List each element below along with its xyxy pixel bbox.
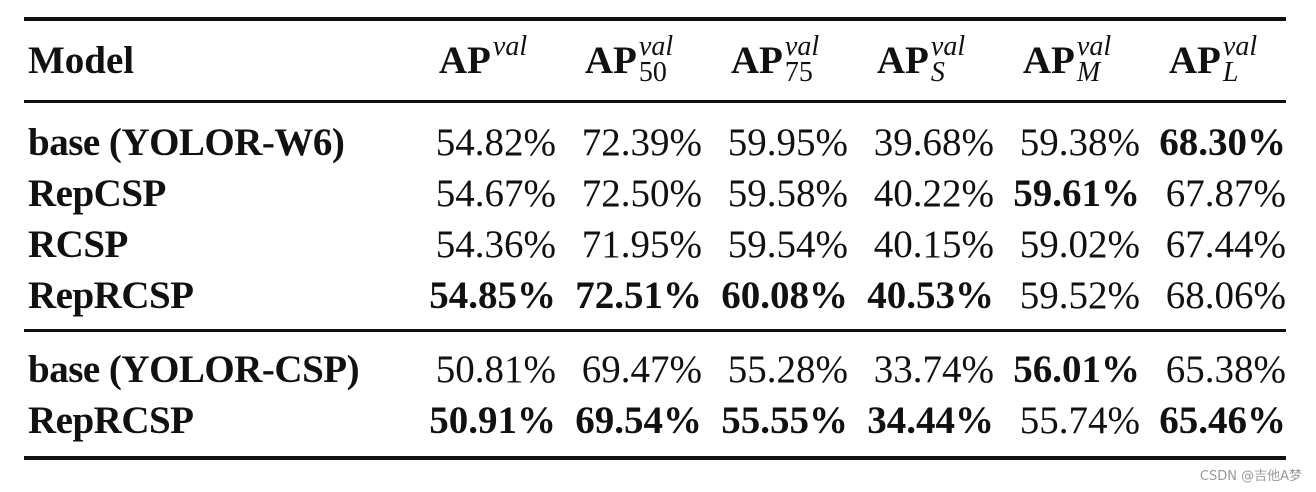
metric-value: 68.30% <box>1159 120 1286 164</box>
metric-value: 40.53% <box>867 273 994 317</box>
metric-subscript-space <box>493 60 527 86</box>
metric-value: 59.54% <box>727 222 848 266</box>
row-group: base (YOLOR-W6) 54.82% 72.39% 59.95% 39.68% 5… <box>24 101 1286 330</box>
metric-value: 65.46% <box>1159 398 1286 442</box>
header-cell: AP val 50 <box>556 19 702 101</box>
metric-value: 59.52% <box>1019 273 1140 317</box>
table-row: RepRCSP 54.85% 72.51% 60.08% 40.53% 59.52% 68.… <box>24 270 1286 331</box>
metric-superscript: val <box>1222 31 1258 63</box>
metric-superscript: val <box>1076 31 1112 63</box>
metric-value: 59.02% <box>1019 222 1140 266</box>
metric-value: 56.01% <box>1013 347 1140 391</box>
metric-value: 72.51% <box>575 273 702 317</box>
metric-label: AP val L <box>1168 31 1258 89</box>
metric-value: 72.39% <box>581 120 702 164</box>
metric-value: 67.87% <box>1165 171 1286 215</box>
row-group: base (YOLOR-CSP) 50.81% 69.47% 55.28% 33.74%… <box>24 330 1286 458</box>
metric-value: 67.44% <box>1165 222 1286 266</box>
metric-value: 71.95% <box>581 222 702 266</box>
metric-scripts: val L <box>1222 31 1258 89</box>
metric-value: 55.28% <box>727 347 848 391</box>
model-name: RepCSP <box>28 171 166 215</box>
header-cell: AP val L <box>1140 19 1286 101</box>
metric-value: 72.50% <box>581 171 702 215</box>
metric-subscript: L <box>1222 57 1239 89</box>
metric-base: AP <box>1168 38 1221 82</box>
metric-value: 59.38% <box>1019 120 1140 164</box>
results-table: Model AP val AP val 50 AP val 75 AP val S AP val M AP v… <box>24 17 1286 460</box>
metric-value: 54.67% <box>435 171 556 215</box>
metric-value: 69.47% <box>581 347 702 391</box>
metric-value: 50.81% <box>435 347 556 391</box>
metric-superscript: val <box>930 31 966 63</box>
metric-value: 69.54% <box>575 398 702 442</box>
header-cell: AP val S <box>848 19 994 101</box>
metric-value: 50.91% <box>429 398 556 442</box>
header-cell: AP val <box>410 19 556 101</box>
metric-superscript: val <box>784 31 820 63</box>
metric-label: AP val M <box>1022 31 1112 89</box>
model-name: base (YOLOR-W6) <box>28 120 345 164</box>
metric-value: 60.08% <box>721 273 848 317</box>
table-row: RepCSP 54.67% 72.50% 59.58% 40.22% 59.61% 67.8… <box>24 168 1286 219</box>
metric-value: 59.58% <box>727 171 848 215</box>
metric-value: 54.85% <box>429 273 556 317</box>
metric-value: 34.44% <box>867 398 994 442</box>
metric-value: 65.38% <box>1165 347 1286 391</box>
metric-scripts: val M <box>1076 31 1112 89</box>
metric-label: AP val 75 <box>730 31 820 89</box>
header-cell: AP val M <box>994 19 1140 101</box>
metric-value: 59.61% <box>1013 171 1140 215</box>
metric-value: 33.74% <box>873 347 994 391</box>
model-name: RepRCSP <box>28 398 194 442</box>
model-name: RCSP <box>28 222 128 266</box>
model-name: RepRCSP <box>28 273 194 317</box>
metric-subscript: 50 <box>638 57 667 89</box>
metric-value: 68.06% <box>1165 273 1286 317</box>
table-header: Model AP val AP val 50 AP val 75 AP val S AP val M AP v… <box>24 19 1286 101</box>
metric-value: 40.15% <box>873 222 994 266</box>
table-row: base (YOLOR-CSP) 50.81% 69.47% 55.28% 33.74%… <box>24 330 1286 395</box>
metric-label: AP val <box>438 31 528 86</box>
table-row: RCSP 54.36% 71.95% 59.54% 40.15% 59.02% 67.44% <box>24 219 1286 270</box>
metric-scripts: val 50 <box>638 31 674 89</box>
metric-scripts: val 75 <box>784 31 820 89</box>
metric-base: AP <box>876 38 929 82</box>
metric-subscript: 75 <box>784 57 813 89</box>
metric-base: AP <box>584 38 637 82</box>
metric-superscript: val <box>492 31 528 63</box>
metric-base: AP <box>730 38 783 82</box>
table-row: RepRCSP 50.91% 69.54% 55.55% 34.44% 55.74% 65.… <box>24 395 1286 458</box>
model-name: base (YOLOR-CSP) <box>28 347 360 391</box>
table-row: base (YOLOR-W6) 54.82% 72.39% 59.95% 39.68% 5… <box>24 101 1286 168</box>
metric-base: AP <box>1022 38 1075 82</box>
metric-label: AP val S <box>876 31 966 89</box>
watermark: CSDN @吉他A梦 <box>1199 469 1302 484</box>
metric-value: 54.82% <box>435 120 556 164</box>
metric-base: AP <box>438 38 491 82</box>
metric-superscript: val <box>638 31 674 63</box>
header-cell: Model <box>28 38 135 82</box>
metric-subscript: M <box>1076 57 1101 89</box>
metric-value: 39.68% <box>873 120 994 164</box>
header-cell: AP val 75 <box>702 19 848 101</box>
metric-scripts: val <box>492 31 528 86</box>
metric-value: 55.74% <box>1019 398 1140 442</box>
metric-value: 55.55% <box>721 398 848 442</box>
metric-subscript: S <box>930 57 945 89</box>
metric-scripts: val S <box>930 31 966 89</box>
metric-value: 40.22% <box>873 171 994 215</box>
metric-label: AP val 50 <box>584 31 674 89</box>
metric-value: 54.36% <box>435 222 556 266</box>
metric-value: 59.95% <box>727 120 848 164</box>
header-row: Model AP val AP val 50 AP val 75 AP val S AP val M AP v… <box>24 19 1286 101</box>
